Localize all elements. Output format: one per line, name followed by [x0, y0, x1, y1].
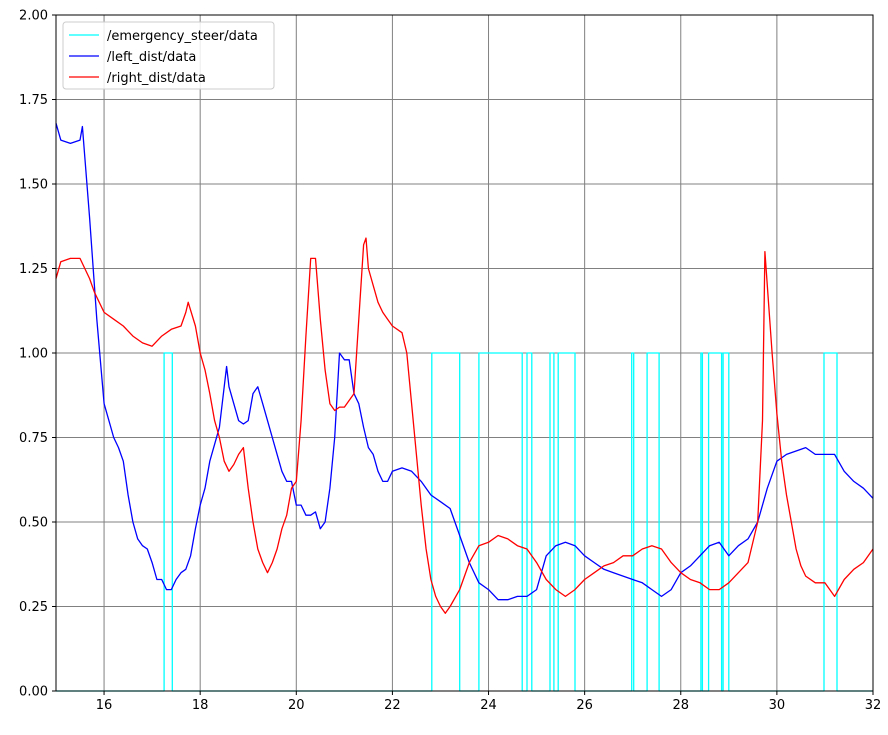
x-tick-label: 16: [96, 698, 113, 713]
x-tick-label: 30: [769, 698, 786, 713]
y-tick-label: 1.50: [19, 178, 48, 193]
series-line-2: [55, 237, 874, 614]
y-tick-label: 1.00: [19, 347, 48, 362]
y-tick-label: 0.25: [19, 600, 48, 615]
y-tick-label: 1.25: [19, 262, 48, 277]
x-tick-label: 32: [865, 698, 882, 713]
y-tick-label: 0.00: [19, 685, 48, 700]
x-tick-label: 24: [480, 698, 497, 713]
x-tick-label: 22: [384, 698, 401, 713]
x-tick-label: 20: [288, 698, 305, 713]
axis-ticks: 16 18 20 22 24 26 28 30 32 0.00 0.25 0.50 0.75 1.00 1.…: [19, 9, 881, 714]
legend-label: /left_dist/data: [107, 50, 196, 65]
y-tick-label: 0.75: [19, 431, 48, 446]
y-tick-label: 0.50: [19, 516, 48, 531]
legend-box: [62, 21, 275, 90]
x-tick-label: 28: [672, 698, 689, 713]
x-tick-label: 18: [192, 698, 209, 713]
legend: /emergency_steer/data/left_dist/data/rig…: [62, 21, 275, 90]
y-tick-label: 1.75: [19, 93, 48, 108]
x-tick-label: 26: [576, 698, 593, 713]
legend-label: /right_dist/data: [107, 71, 206, 86]
y-tick-label: 2.00: [19, 9, 48, 24]
legend-label: /emergency_steer/data: [107, 29, 258, 44]
